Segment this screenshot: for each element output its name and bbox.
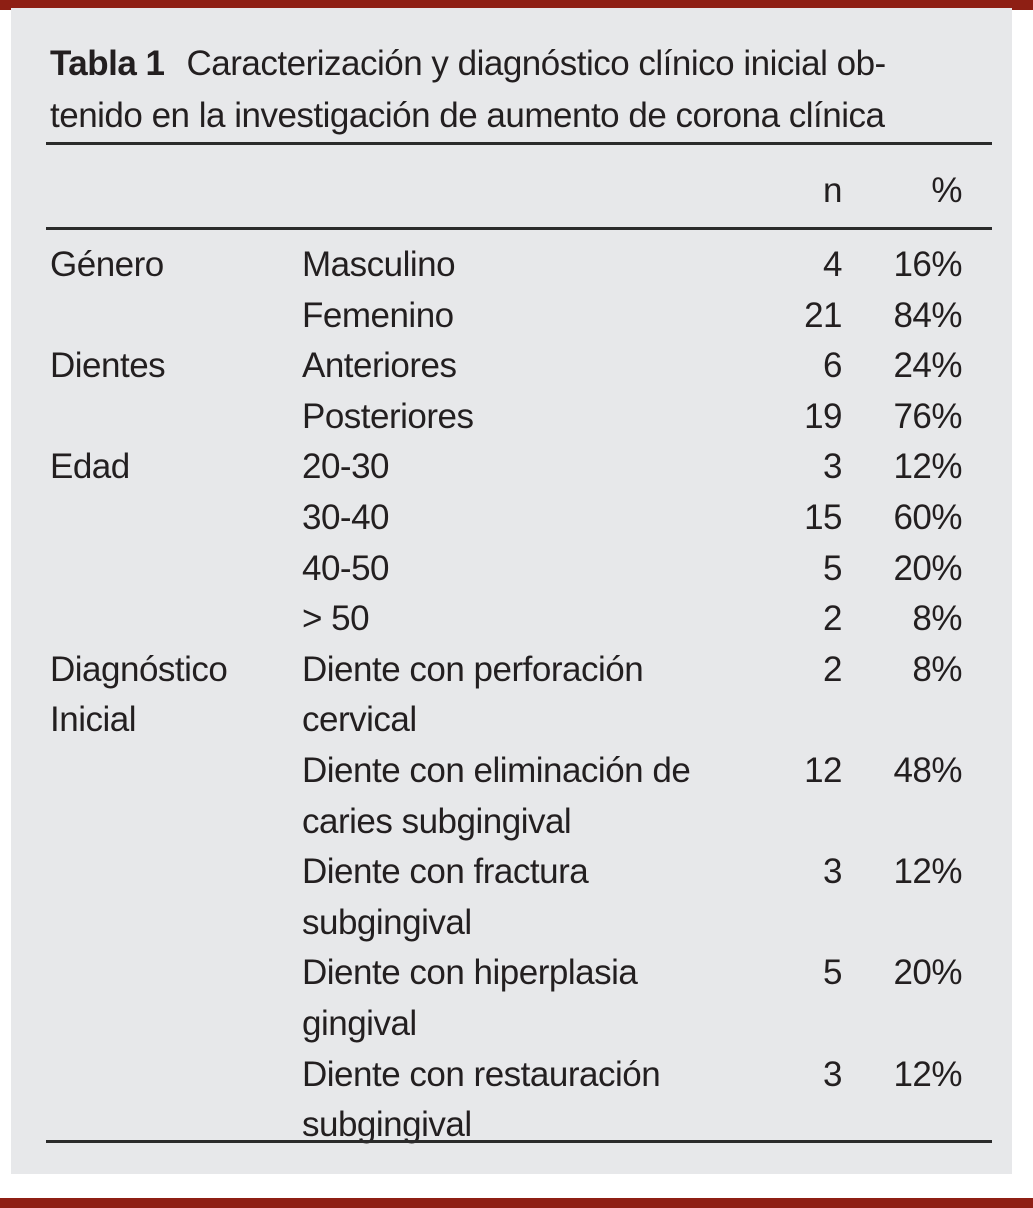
row-label: 30-40	[302, 497, 390, 537]
col-header-category-empty	[50, 170, 302, 212]
table-row: Género Masculino 4 16%	[50, 240, 963, 291]
row-pct-value: 12%	[893, 1054, 962, 1094]
table-row: 30-40 15 60%	[50, 493, 963, 544]
row-n-value: 6	[823, 346, 842, 386]
row-n-value: 3	[823, 852, 842, 892]
row-label: Anteriores	[302, 346, 457, 386]
row-pct-value: 12%	[893, 447, 962, 487]
row-category	[50, 847, 302, 948]
table-row: Dientes Anteriores 6 24%	[50, 341, 963, 392]
table-row: Diente con eliminación de caries subging…	[50, 746, 963, 847]
row-n-value: 15	[804, 497, 842, 537]
top-accent-bar	[0, 0, 1033, 10]
row-pct-value: 20%	[893, 548, 962, 588]
col-header-pct: %	[931, 171, 962, 210]
row-label: 40-50	[302, 548, 390, 588]
row-category	[50, 746, 302, 847]
row-n-value: 2	[823, 649, 842, 689]
table-row: Femenino 21 84%	[50, 291, 963, 342]
row-category: Género	[50, 245, 164, 284]
table-title: Tabla 1 Caracterización y diagnóstico clí…	[50, 38, 1015, 142]
row-category	[50, 1050, 302, 1151]
row-pct-value: 16%	[893, 245, 962, 284]
table-row: Diente con fractura subgingival 3 12%	[50, 847, 963, 948]
row-category	[50, 493, 302, 544]
row-label: Diente con hiperplasia gingival	[302, 953, 638, 1043]
table-title-text: Caracterización y diagnóstico clínico in…	[50, 44, 886, 135]
row-pct-value: 24%	[893, 346, 962, 386]
table-row: Diente con restauración subgingival 3 12…	[50, 1050, 963, 1151]
bottom-rule	[46, 1140, 992, 1143]
table-column-headers: n %	[50, 170, 962, 212]
row-label: Diente con eliminación de caries subging…	[302, 750, 691, 841]
table-body: Género Masculino 4 16% Femenino 21 84% D…	[50, 240, 963, 1151]
table-row: 40-50 5 20%	[50, 544, 963, 595]
row-label: > 50	[302, 599, 370, 639]
table-row: Diagnóstico Inicial Diente con perforaci…	[50, 645, 963, 746]
row-label: Femenino	[302, 295, 454, 335]
table-row: Diente con hiperplasia gingival 5 20%	[50, 948, 963, 1049]
row-n-value: 3	[823, 1054, 842, 1094]
row-n-value: 4	[823, 245, 842, 284]
row-category	[50, 948, 302, 1049]
table-row: Edad 20-30 3 12%	[50, 442, 963, 493]
table-row: > 50 2 8%	[50, 594, 963, 645]
header-rule	[46, 227, 992, 230]
col-header-n: n	[823, 171, 842, 210]
row-category: Dientes	[50, 346, 166, 386]
row-label: Diente con fractura subgingival	[302, 852, 589, 942]
row-n-value: 19	[804, 396, 842, 436]
row-category	[50, 291, 302, 342]
row-category	[50, 544, 302, 595]
row-n-value: 12	[804, 750, 842, 790]
col-header-label-empty	[302, 170, 742, 212]
row-pct-value: 8%	[912, 649, 962, 689]
row-label: Diente con restauración subgingival	[302, 1054, 661, 1145]
row-n-value: 5	[823, 548, 842, 588]
table-panel	[11, 8, 1012, 1174]
row-n-value: 3	[823, 447, 842, 487]
row-n-value: 2	[823, 599, 842, 639]
bottom-accent-bar	[0, 1198, 1033, 1208]
row-pct-value: 60%	[893, 497, 962, 537]
row-label: Masculino	[302, 245, 456, 284]
row-pct-value: 48%	[893, 750, 962, 790]
row-label: 20-30	[302, 447, 390, 487]
row-pct-value: 20%	[893, 953, 962, 993]
table-row: Posteriores 19 76%	[50, 392, 963, 443]
row-pct-value: 8%	[912, 599, 962, 639]
row-category: Diagnóstico Inicial	[50, 649, 228, 740]
top-rule	[46, 142, 992, 145]
row-category	[50, 594, 302, 645]
row-pct-value: 84%	[893, 295, 962, 335]
row-n-value: 21	[804, 295, 842, 335]
row-category	[50, 392, 302, 443]
table-label: Tabla 1	[50, 44, 165, 83]
row-category: Edad	[50, 447, 130, 487]
row-n-value: 5	[823, 953, 842, 993]
row-pct-value: 12%	[893, 852, 962, 892]
row-label: Diente con perforación cervical	[302, 649, 644, 740]
row-pct-value: 76%	[893, 396, 962, 436]
row-label: Posteriores	[302, 396, 474, 436]
